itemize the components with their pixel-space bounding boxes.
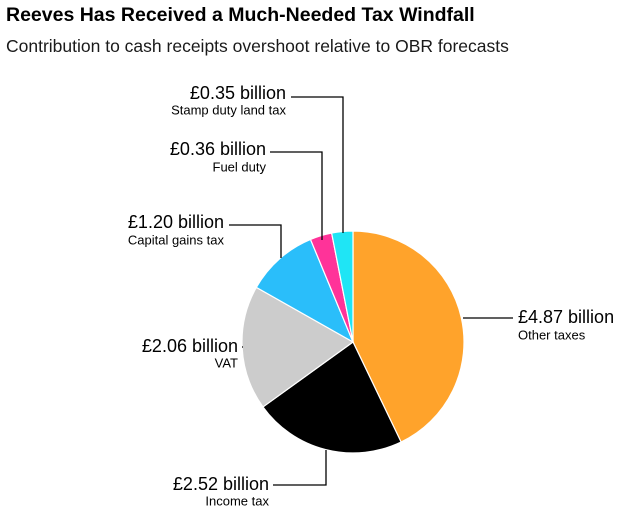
value-label-capital-gains-tax: £1.20 billion [128,212,224,232]
pie-slices [241,230,465,454]
category-label-other-taxes: Other taxes [518,327,586,342]
value-label-stamp-duty-land-tax: £0.35 billion [190,83,286,103]
category-label-fuel-duty: Fuel duty [213,159,267,174]
category-label-vat: VAT [215,355,238,370]
leader-line-income-tax [273,450,327,486]
value-label-vat: £2.06 billion [142,336,238,356]
pie-slice-capital-gains-tax [255,238,355,344]
value-label-fuel-duty: £0.36 billion [170,139,266,159]
leader-line-stamp-duty-land-tax [291,96,344,233]
category-label-stamp-duty-land-tax: Stamp duty land tax [171,102,286,117]
pie-slice-other-taxes [352,230,465,443]
pie-slice-stamp-duty-land-tax [330,230,354,343]
value-label-other-taxes: £4.87 billion [518,307,614,327]
category-label-income-tax: Income tax [205,493,269,508]
leader-line-capital-gains-tax [229,224,282,258]
leader-line-fuel-duty [270,151,323,240]
chart-title: Reeves Has Received a Much-Needed Tax Wi… [6,4,475,26]
category-label-capital-gains-tax: Capital gains tax [128,232,225,247]
value-label-income-tax: £2.52 billion [173,474,269,494]
pie-slice-vat [241,286,355,408]
pie-slice-income-tax [262,341,402,454]
chart-subtitle: Contribution to cash receipts overshoot … [6,36,509,56]
